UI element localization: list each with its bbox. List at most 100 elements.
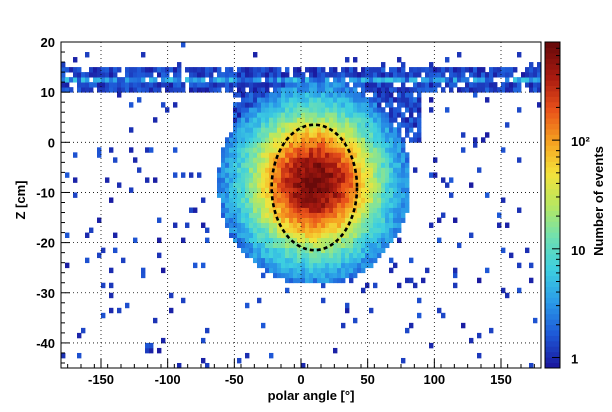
heatmap-cell xyxy=(81,87,86,93)
heatmap-cell xyxy=(401,202,406,208)
heatmap-cell xyxy=(317,192,322,198)
heatmap-cell xyxy=(405,192,410,198)
heatmap-cell xyxy=(385,117,390,123)
heatmap-cell xyxy=(361,152,366,158)
heatmap-cell xyxy=(381,62,386,68)
x-tick-label: -50 xyxy=(225,372,244,387)
heatmap-cell xyxy=(153,67,158,73)
heatmap-cell xyxy=(317,242,322,249)
heatmap-cell xyxy=(361,87,366,93)
heatmap-cell xyxy=(277,127,282,133)
heatmap-cell xyxy=(313,222,318,228)
heatmap-cell xyxy=(69,67,74,73)
heatmap-cell xyxy=(129,187,134,193)
heatmap-cell xyxy=(477,352,482,359)
heatmap-cell xyxy=(393,177,398,183)
heatmap-cell xyxy=(345,202,350,208)
heatmap-cell xyxy=(309,212,314,218)
heatmap-cell xyxy=(529,87,534,93)
heatmap-cell xyxy=(389,232,394,238)
heatmap-cell xyxy=(297,77,302,83)
heatmap-cell xyxy=(389,182,394,188)
heatmap-cell xyxy=(421,82,426,88)
heatmap-cell xyxy=(313,232,318,238)
heatmap-cell xyxy=(237,82,242,88)
heatmap-cell xyxy=(293,197,298,203)
heatmap-cell xyxy=(229,72,234,78)
heatmap-cell xyxy=(261,272,266,279)
heatmap-cell xyxy=(381,212,386,218)
heatmap-cell xyxy=(513,82,518,88)
color-scale-segment xyxy=(545,243,560,249)
heatmap-cell xyxy=(273,82,278,88)
heatmap-cell xyxy=(257,202,262,208)
heatmap-cell xyxy=(321,77,326,83)
heatmap-cell xyxy=(353,102,358,108)
heatmap-cell xyxy=(353,77,358,83)
heatmap-cell xyxy=(401,122,406,128)
heatmap-cell xyxy=(269,177,274,183)
heatmap-cell xyxy=(329,147,334,153)
heatmap-cell xyxy=(297,117,302,123)
heatmap-cell xyxy=(309,167,314,173)
heatmap-cell xyxy=(325,202,330,208)
heatmap-cell xyxy=(321,252,326,259)
heatmap-cell xyxy=(365,207,370,213)
color-scale-segment xyxy=(545,259,560,266)
heatmap-cell xyxy=(333,247,338,254)
heatmap-cell xyxy=(237,127,242,133)
heatmap-cell xyxy=(301,117,306,123)
heatmap-cell xyxy=(229,182,234,188)
heatmap-cell xyxy=(517,52,522,58)
heatmap-cell xyxy=(277,217,282,223)
heatmap-cell xyxy=(321,267,326,274)
heatmap-cell xyxy=(77,82,82,88)
heatmap-cell xyxy=(97,87,102,93)
heatmap-cell xyxy=(229,77,234,83)
heatmap-cell xyxy=(513,87,518,93)
heatmap-cell xyxy=(449,87,454,93)
heatmap-cell xyxy=(329,152,334,158)
heatmap-cell xyxy=(329,217,334,223)
heatmap-cell xyxy=(221,177,226,183)
heatmap-cell xyxy=(341,92,346,98)
heatmap-cell xyxy=(285,162,290,168)
heatmap-cell xyxy=(269,242,274,249)
heatmap-cell xyxy=(397,87,402,93)
heatmap-cell xyxy=(369,222,374,228)
heatmap-cell xyxy=(341,77,346,83)
heatmap-cell xyxy=(401,102,406,108)
heatmap-cell xyxy=(529,67,534,73)
heatmap-cell xyxy=(113,87,118,93)
heatmap-cell xyxy=(437,67,442,73)
heatmap-cell xyxy=(293,262,298,269)
color-scale-segment xyxy=(545,166,560,173)
heatmap-cell xyxy=(301,277,306,284)
heatmap-cell xyxy=(201,222,206,228)
heatmap-cell xyxy=(241,217,246,223)
heatmap-cell xyxy=(537,67,542,73)
heatmap-cell xyxy=(445,57,450,63)
heatmap-cell xyxy=(365,82,370,88)
heatmap-cell xyxy=(281,152,286,158)
heatmap-cell xyxy=(313,182,318,188)
heatmap-cell xyxy=(377,117,382,123)
heatmap-cell xyxy=(329,227,334,233)
heatmap-cell xyxy=(181,87,186,93)
heatmap-cell xyxy=(269,92,274,98)
heatmap-cell xyxy=(233,82,238,88)
heatmap-cell xyxy=(85,82,90,88)
heatmap-cell xyxy=(345,252,350,259)
heatmap-cell xyxy=(277,167,282,173)
heatmap-cell xyxy=(273,242,278,249)
heatmap-cell xyxy=(229,147,234,153)
heatmap-cell xyxy=(413,282,418,289)
heatmap-cell xyxy=(357,187,362,193)
heatmap-cell xyxy=(509,252,514,259)
heatmap-cell xyxy=(141,87,146,93)
x-tick-label: -100 xyxy=(155,372,181,387)
heatmap-cell xyxy=(513,67,518,73)
heatmap-cell xyxy=(261,262,266,269)
heatmap-cell xyxy=(361,67,366,73)
heatmap-cell xyxy=(377,82,382,88)
